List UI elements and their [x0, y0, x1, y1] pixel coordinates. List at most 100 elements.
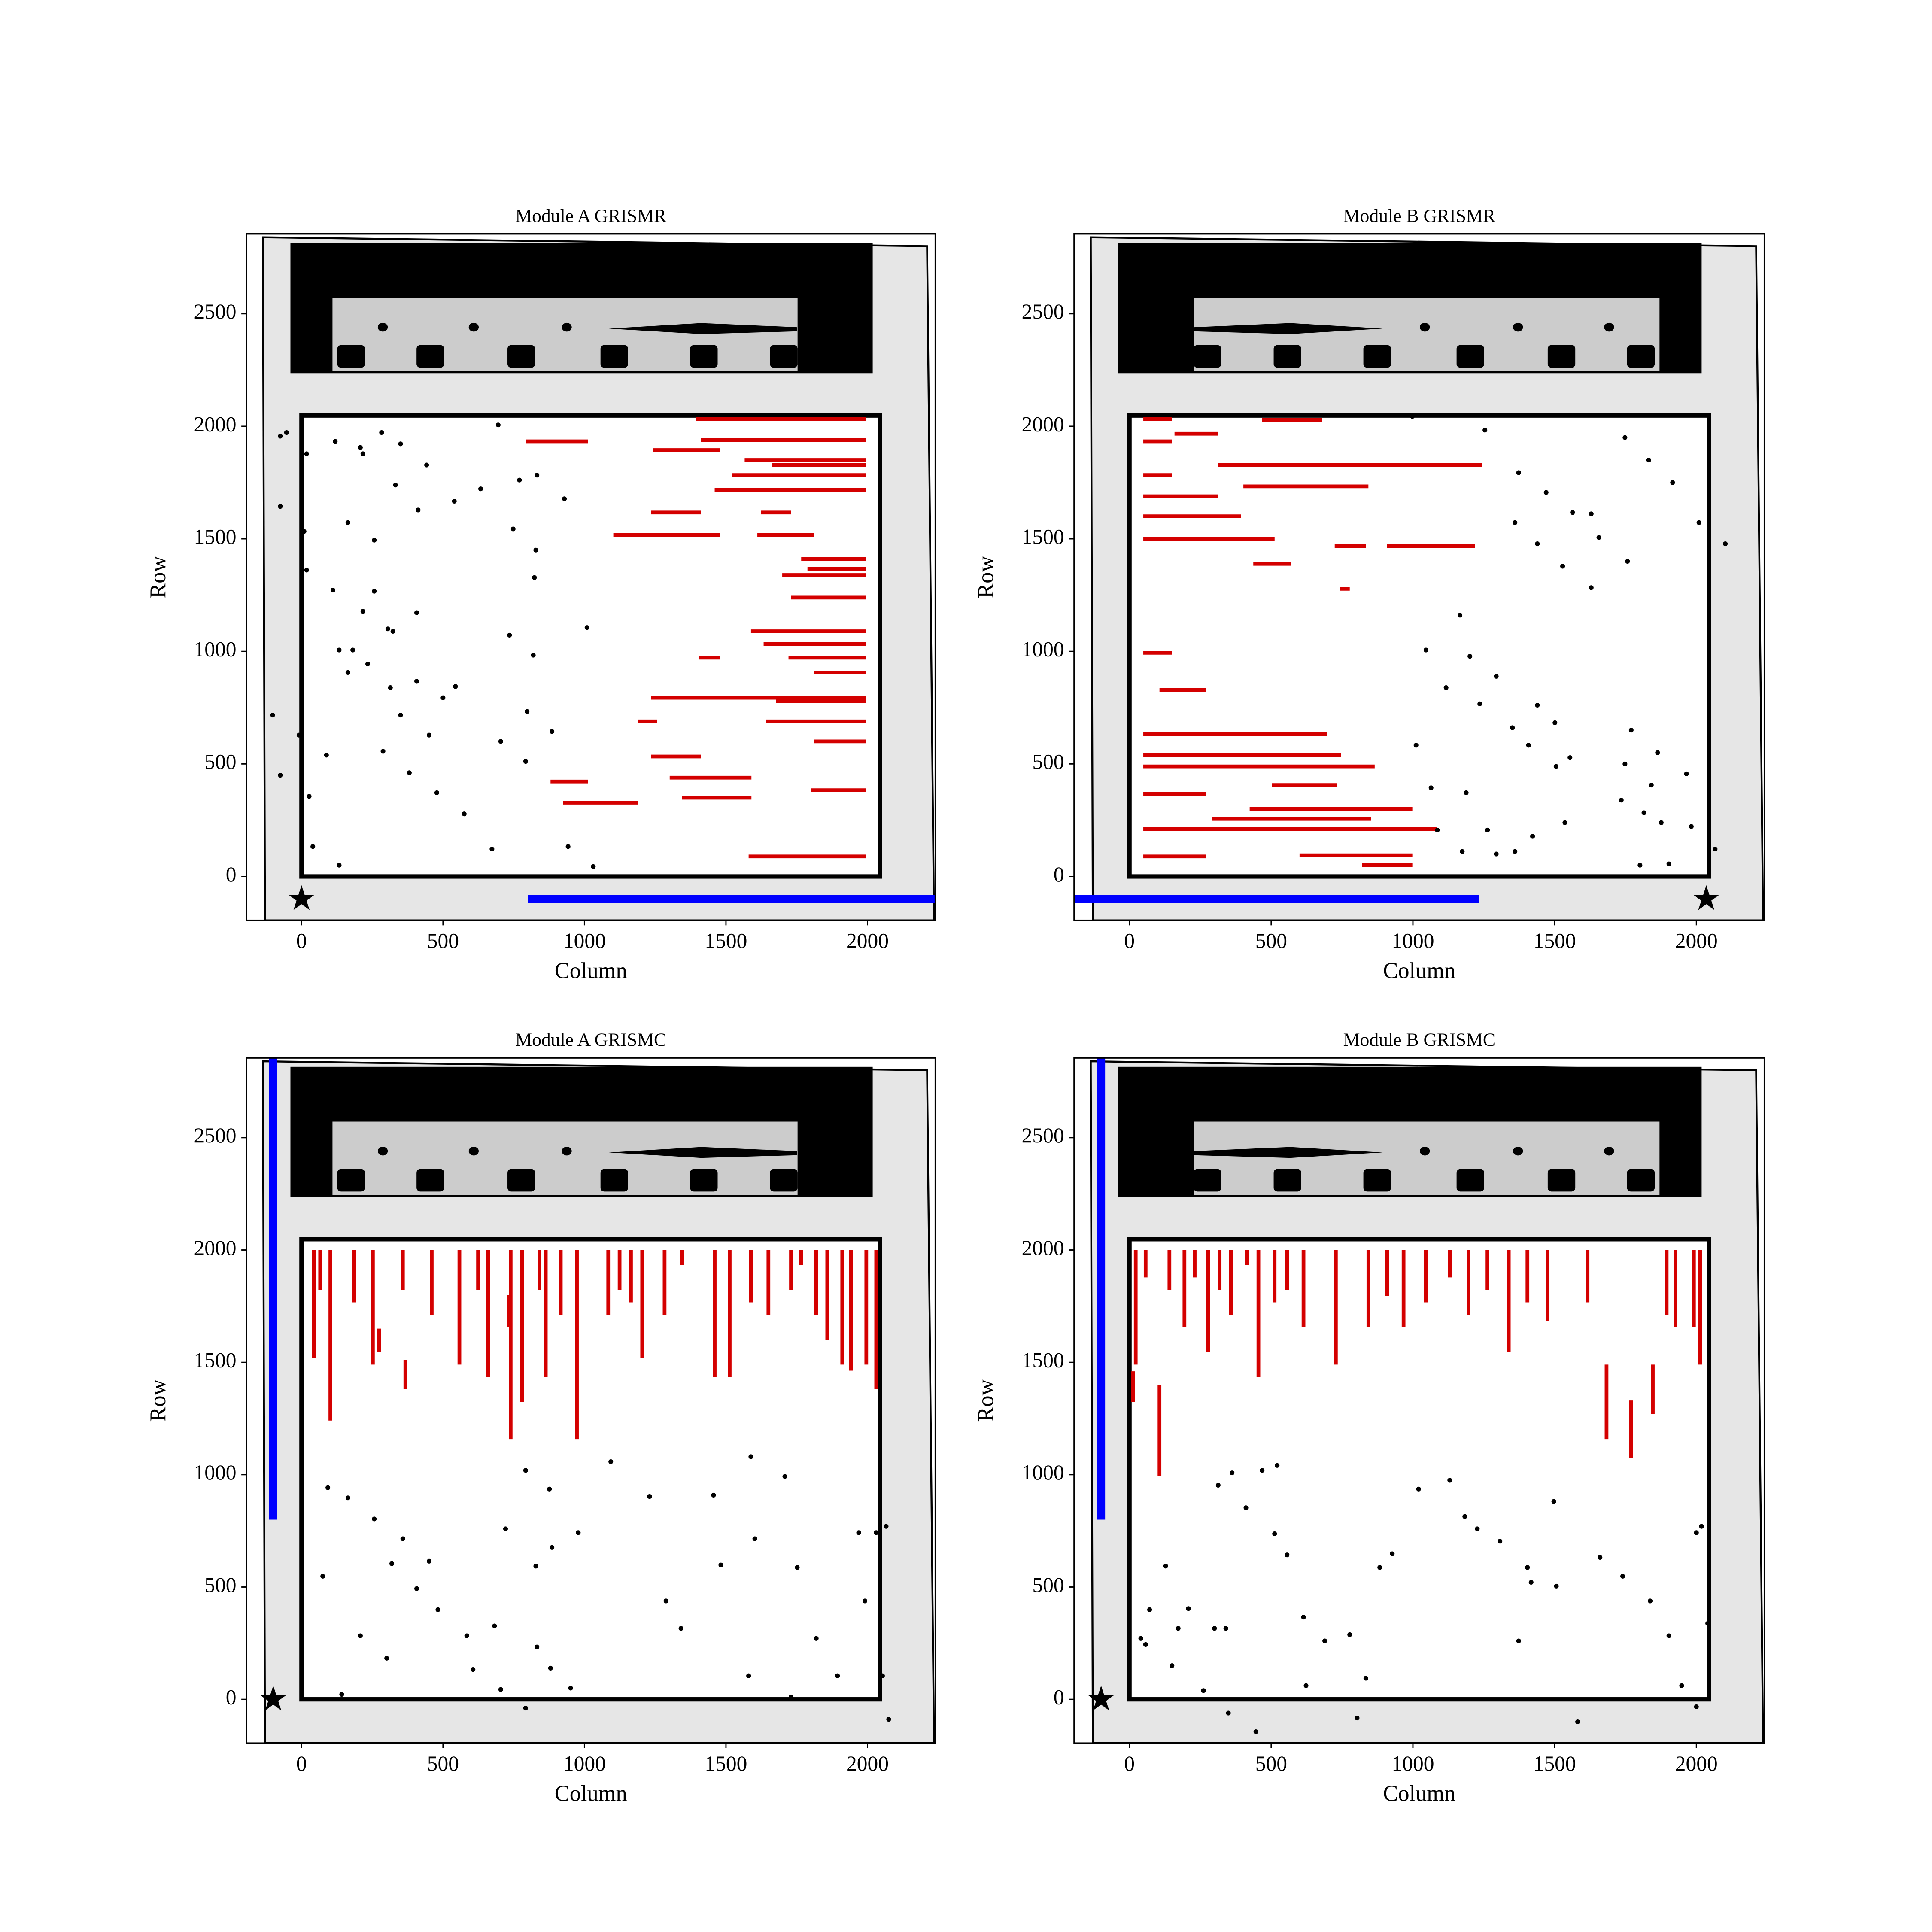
y-axis-label: Row [146, 556, 170, 598]
point [1347, 1632, 1352, 1637]
point [795, 1565, 800, 1570]
x-tick-label: 1500 [1534, 929, 1576, 952]
point [307, 794, 312, 799]
point [498, 1687, 503, 1692]
y-tick-label: 1500 [194, 525, 236, 548]
reference-star [1693, 885, 1719, 910]
y-tick-label: 1500 [1022, 1349, 1064, 1372]
mask-tab [1273, 345, 1301, 368]
mask-dot [1604, 1146, 1614, 1156]
point [495, 422, 501, 428]
point [379, 430, 384, 435]
point [1528, 1580, 1534, 1585]
x-tick-label: 2000 [846, 929, 889, 952]
y-tick-label: 500 [1032, 1573, 1064, 1597]
point [1447, 1478, 1452, 1483]
point [389, 1561, 395, 1566]
point [1567, 755, 1573, 760]
point [880, 1673, 885, 1678]
x-tick-label: 0 [296, 1752, 307, 1775]
point [1243, 1505, 1249, 1510]
point [398, 713, 403, 718]
mask-tab [1194, 1169, 1221, 1192]
point [407, 770, 412, 775]
point [788, 1694, 794, 1699]
point [414, 679, 419, 684]
point [304, 451, 309, 456]
x-tick-label: 500 [427, 1752, 459, 1775]
mask-dot [1420, 1146, 1430, 1156]
plot-area [262, 236, 936, 920]
point [337, 647, 342, 653]
x-tick-label: 1500 [705, 1752, 747, 1775]
point [1589, 585, 1594, 590]
mask-spindle [608, 323, 797, 334]
mask-dot [468, 322, 479, 332]
mask-tab [1627, 345, 1655, 368]
point [296, 732, 301, 738]
y-tick-label: 1000 [1022, 1461, 1064, 1484]
y-tick-label: 1000 [194, 638, 236, 661]
point [1646, 458, 1651, 463]
point [748, 1454, 753, 1459]
x-tick-label: 500 [427, 929, 459, 952]
mask-window [1194, 1121, 1660, 1195]
mask-tab [600, 1169, 628, 1192]
y-tick-label: 0 [226, 863, 237, 886]
point [345, 1495, 350, 1501]
mask-tab [337, 1169, 365, 1192]
point [531, 653, 536, 658]
point [1423, 647, 1428, 653]
x-tick-label: 0 [1124, 929, 1135, 952]
point [333, 439, 338, 444]
point [337, 863, 342, 868]
point [1622, 435, 1628, 440]
point [1176, 1626, 1181, 1631]
point [523, 759, 528, 764]
point [886, 1717, 891, 1722]
mask-dot [562, 1146, 572, 1156]
y-axis-label: Row [973, 556, 998, 598]
x-axis-label: Column [555, 958, 627, 983]
point [424, 462, 429, 468]
point [1570, 510, 1575, 515]
point [1363, 1676, 1368, 1681]
x-tick-label: 2000 [1675, 929, 1718, 952]
point [284, 430, 289, 435]
point [1655, 750, 1660, 755]
point [752, 1536, 757, 1541]
point [1543, 490, 1549, 495]
point [388, 685, 393, 690]
x-axis-label: Column [555, 1781, 627, 1806]
point [568, 1686, 573, 1691]
mask-tab [690, 345, 718, 368]
point [380, 749, 386, 754]
point [507, 632, 512, 638]
point [325, 1485, 331, 1490]
point [372, 1516, 377, 1522]
point [1460, 849, 1465, 854]
point [1689, 824, 1694, 829]
point [278, 773, 283, 778]
mask-spindle [608, 1147, 797, 1158]
reference-star [1088, 1686, 1115, 1711]
point [1649, 783, 1654, 788]
point [440, 695, 446, 700]
point [814, 1636, 819, 1641]
point [1551, 1499, 1556, 1504]
point [1272, 1531, 1277, 1536]
point [550, 729, 555, 734]
mask-dot [377, 322, 388, 332]
point [782, 1474, 787, 1479]
point [1163, 1564, 1168, 1569]
point [1696, 520, 1701, 525]
x-tick-label: 1000 [1391, 929, 1434, 952]
mask-window [332, 298, 798, 371]
x-tick-label: 2000 [1675, 1752, 1718, 1775]
mask-tab [1547, 1169, 1576, 1192]
detector [1127, 413, 1711, 879]
point [1530, 834, 1535, 839]
point [478, 486, 483, 492]
mask-window [332, 1121, 798, 1195]
